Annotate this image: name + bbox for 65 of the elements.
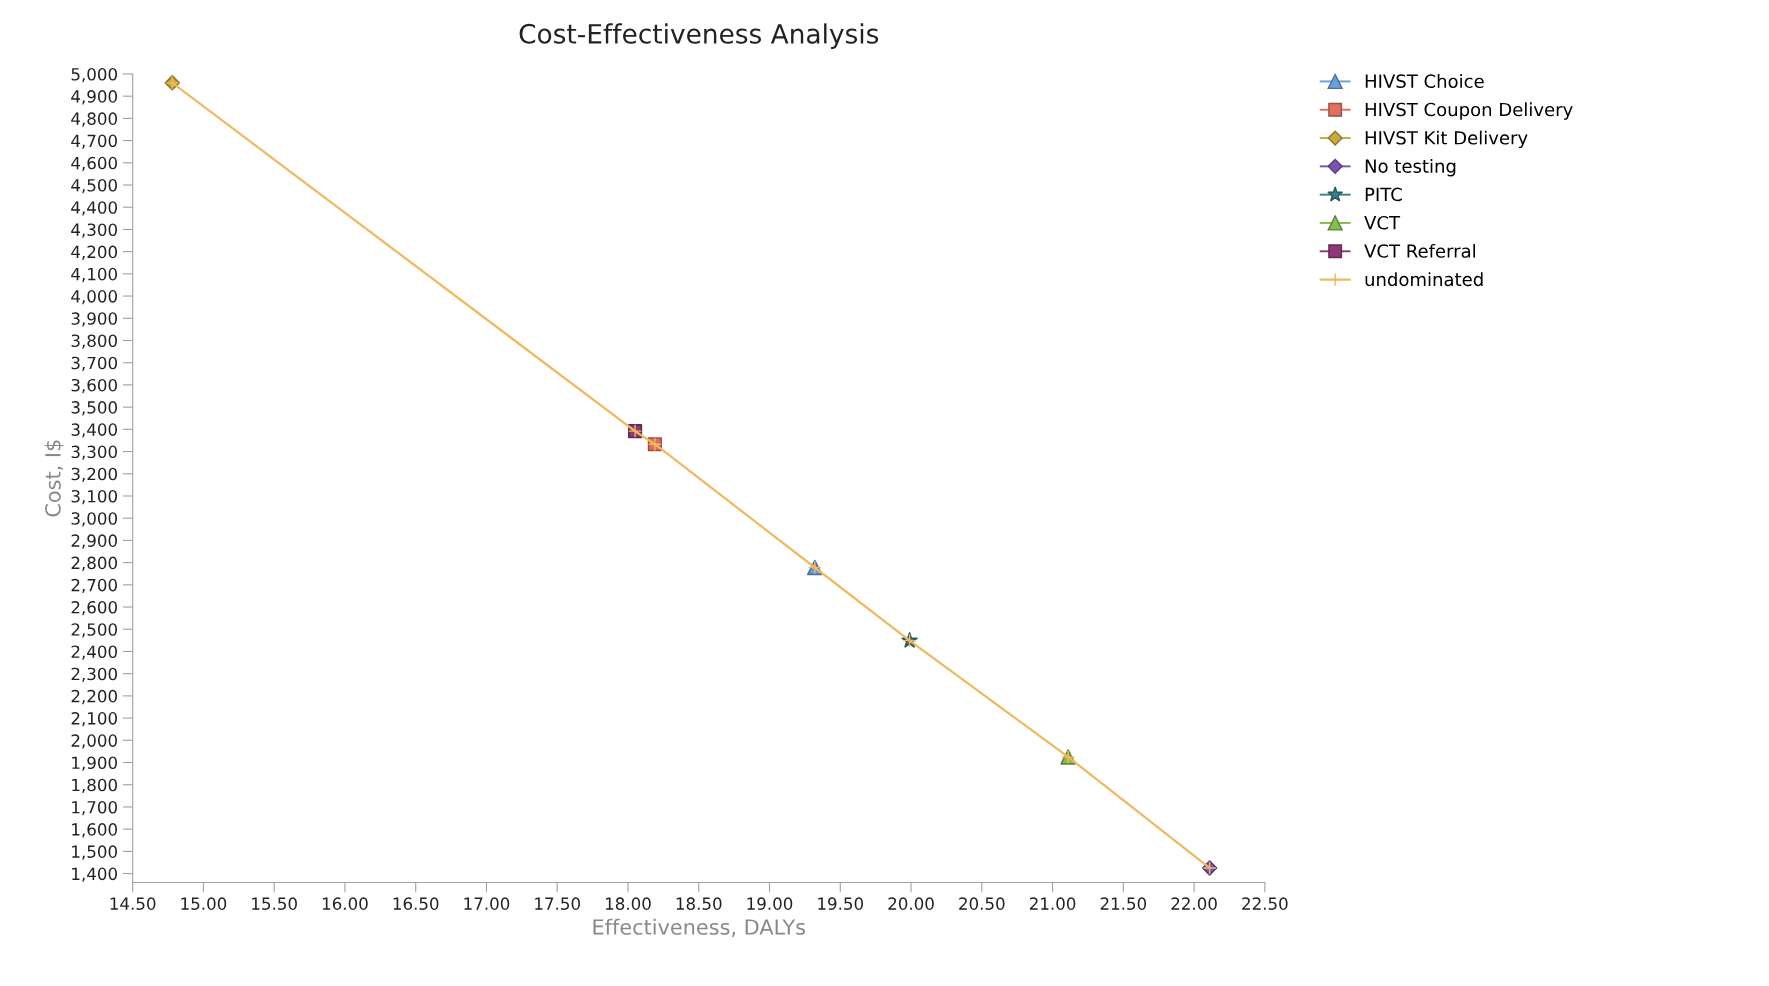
legend-label: PITC bbox=[1365, 187, 1402, 202]
x-tick-label: 17.00 bbox=[464, 897, 510, 910]
y-tick-label: 4,100 bbox=[71, 267, 117, 283]
y-tick-label: 1,900 bbox=[72, 756, 117, 771]
y-tick-label: 2,400 bbox=[71, 645, 117, 660]
x-tick-label: 19.50 bbox=[818, 897, 864, 910]
x-tick-label: 21.00 bbox=[1029, 897, 1076, 910]
y-tick-label: 2,700 bbox=[71, 578, 117, 594]
legend-label: HIVST Choice bbox=[1365, 74, 1484, 89]
y-tick-label: 2,100 bbox=[71, 712, 117, 727]
y-tick-label: 3,800 bbox=[71, 334, 117, 349]
y-tick-label: 2,800 bbox=[71, 556, 117, 571]
x-tick-label: 18.00 bbox=[605, 897, 651, 910]
x-tick-label: 22.00 bbox=[1171, 897, 1217, 910]
x-tick-label: 14.50 bbox=[110, 897, 156, 910]
y-tick-label: 1,500 bbox=[72, 845, 117, 860]
x-tick-label: 16.50 bbox=[393, 897, 439, 910]
y-tick-label: 4,000 bbox=[71, 290, 117, 305]
y-axis-title: Cost, I$ bbox=[44, 440, 64, 517]
y-tick-label: 2,600 bbox=[71, 601, 117, 616]
y-tick-label: 4,700 bbox=[71, 134, 117, 149]
y-tick-label: 3,000 bbox=[71, 512, 117, 527]
legend-label: No testing bbox=[1365, 158, 1456, 177]
x-tick-label: 21.50 bbox=[1100, 897, 1147, 910]
y-tick-label: 2,200 bbox=[71, 689, 117, 705]
legend-label: VCT bbox=[1364, 215, 1401, 230]
x-tick-label: 15.00 bbox=[181, 897, 227, 910]
x-tick-label: 19.00 bbox=[747, 897, 793, 910]
y-tick-label: 1,800 bbox=[72, 778, 117, 794]
y-tick-label: 3,900 bbox=[71, 312, 117, 327]
y-tick-label: 2,000 bbox=[71, 734, 117, 749]
x-tick-label: 20.00 bbox=[888, 897, 934, 910]
y-tick-label: 3,100 bbox=[71, 489, 117, 505]
y-tick-label: 4,900 bbox=[71, 90, 117, 105]
y-tick-label: 2,500 bbox=[71, 623, 117, 638]
y-tick-label: 3,500 bbox=[71, 401, 117, 416]
y-tick-label: 3,600 bbox=[71, 378, 117, 394]
y-tick-label: 2,900 bbox=[71, 534, 117, 549]
y-tick-label: 4,200 bbox=[71, 245, 117, 260]
x-axis-title: Effectiveness, DALYs bbox=[593, 918, 806, 937]
y-tick-label: 4,500 bbox=[71, 178, 117, 194]
chart-title: Cost-Effectiveness Analysis bbox=[519, 23, 879, 49]
legend-label: undominated bbox=[1365, 272, 1483, 287]
x-tick-label: 17.50 bbox=[535, 897, 580, 910]
y-tick-label: 3,700 bbox=[71, 356, 117, 371]
y-tick-label: 2,300 bbox=[71, 667, 117, 682]
y-tick-label: 4,800 bbox=[71, 112, 117, 127]
legend-label: HIVST Coupon Delivery bbox=[1365, 102, 1573, 120]
x-tick-label: 16.00 bbox=[322, 897, 368, 910]
x-tick-label: 20.50 bbox=[959, 897, 1005, 910]
x-tick-label: 22.50 bbox=[1242, 897, 1288, 910]
x-tick-label: 18.50 bbox=[676, 897, 722, 910]
y-tick-label: 3,400 bbox=[71, 423, 117, 438]
y-tick-label: 3,200 bbox=[71, 467, 117, 483]
y-tick-label: 1,700 bbox=[72, 800, 117, 816]
y-tick-label: 5,000 bbox=[71, 67, 117, 83]
legend-label: VCT Referral bbox=[1364, 243, 1475, 258]
x-tick-label: 15.50 bbox=[252, 897, 297, 910]
y-tick-label: 1,600 bbox=[72, 823, 117, 838]
y-tick-label: 4,600 bbox=[71, 156, 117, 172]
y-tick-label: 3,300 bbox=[71, 445, 117, 460]
legend-label: HIVST Kit Delivery bbox=[1365, 130, 1528, 149]
y-tick-label: 4,300 bbox=[71, 223, 117, 238]
y-tick-label: 4,400 bbox=[71, 201, 117, 216]
y-tick-label: 1,400 bbox=[72, 867, 117, 882]
